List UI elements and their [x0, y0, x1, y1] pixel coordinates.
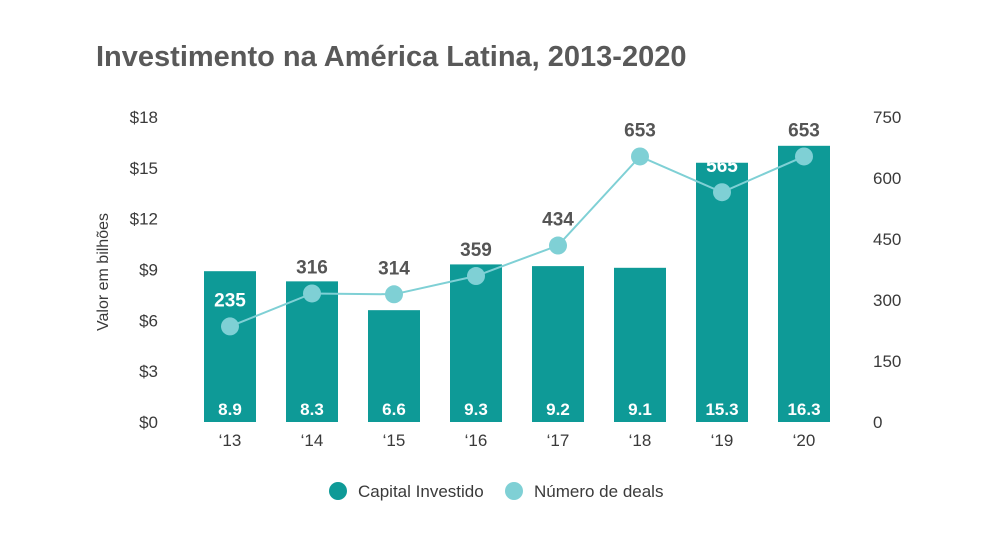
- right-tick-label: 750: [873, 108, 901, 127]
- right-tick-label: 450: [873, 230, 901, 249]
- deal-point: [549, 236, 567, 255]
- bar-value-label: 6.6: [382, 400, 406, 419]
- legend-swatch-deals: [505, 482, 523, 500]
- left-tick-label: $0: [139, 413, 158, 432]
- x-tick-label: ‘18: [629, 431, 652, 450]
- left-tick-label: $6: [139, 311, 158, 330]
- deal-value-label: 235: [214, 290, 246, 311]
- deals-line-path: [229, 155, 805, 328]
- x-tick-label: ‘14: [301, 431, 324, 450]
- legend-swatch-capital: [329, 482, 347, 500]
- y-axis-label: Valor em bilhões: [95, 213, 112, 331]
- deals-points: [221, 147, 813, 336]
- right-tick-label: 300: [873, 291, 901, 310]
- bar: [532, 266, 584, 422]
- bar: [450, 264, 502, 422]
- left-tick-label: $12: [130, 210, 158, 229]
- deal-point: [385, 285, 403, 304]
- bar-value-label: 9.2: [546, 400, 570, 419]
- x-tick-label: ‘16: [465, 431, 488, 450]
- x-tick-label: ‘20: [793, 431, 816, 450]
- bar-value-label: 9.1: [628, 400, 652, 419]
- right-tick-label: 0: [873, 413, 882, 432]
- legend-label-deals: Número de deals: [534, 482, 663, 501]
- left-tick-label: $18: [130, 108, 158, 127]
- deal-value-label: 314: [378, 258, 410, 279]
- x-axis-ticks: ‘13 ‘14 ‘15 ‘16 ‘17 ‘18 ‘19 ‘20: [219, 431, 816, 450]
- x-tick-label: ‘17: [547, 431, 570, 450]
- bar: [778, 145, 830, 423]
- deal-value-label: 565: [706, 156, 738, 177]
- bar: [614, 267, 666, 422]
- bar: [368, 310, 420, 422]
- right-tick-label: 150: [873, 352, 901, 371]
- bar-value-labels: 8.9 8.3 6.6 9.3 9.2 9.1 15.3 16.3: [218, 400, 820, 419]
- bar: [204, 271, 256, 422]
- deal-value-label: 653: [788, 120, 820, 141]
- deal-point: [221, 317, 239, 336]
- bar-value-label: 9.3: [464, 400, 488, 419]
- left-axis-ticks: $0 $3 $6 $9 $12 $15 $18: [130, 108, 158, 432]
- deal-point: [631, 147, 649, 166]
- x-tick-label: ‘13: [219, 431, 242, 450]
- deal-value-label: 316: [296, 257, 328, 278]
- left-tick-label: $15: [130, 159, 158, 178]
- right-axis-ticks: 0 150 300 450 600 750: [873, 108, 901, 432]
- bar-value-label: 16.3: [787, 400, 820, 419]
- bar: [286, 281, 338, 422]
- deal-point: [303, 284, 321, 303]
- x-tick-label: ‘19: [711, 431, 734, 450]
- left-tick-label: $9: [139, 261, 158, 280]
- left-tick-label: $3: [139, 362, 158, 381]
- deal-value-label: 434: [542, 210, 574, 231]
- bar-value-label: 8.9: [218, 400, 242, 419]
- bar-value-label: 8.3: [300, 400, 324, 419]
- legend-label-capital: Capital Investido: [358, 482, 484, 501]
- deal-point: [795, 147, 813, 166]
- bars: [204, 145, 830, 423]
- x-tick-label: ‘15: [383, 431, 406, 450]
- deal-point: [467, 267, 485, 286]
- legend: Capital Investido Número de deals: [329, 482, 663, 501]
- chart-title: Investimento na América Latina, 2013-202…: [96, 41, 686, 73]
- deal-point: [713, 183, 731, 202]
- bar: [696, 162, 748, 422]
- bar-value-label: 15.3: [705, 400, 738, 419]
- right-tick-label: 600: [873, 169, 901, 188]
- deals-value-labels: 235 316 314 359 434 653 565 653: [214, 120, 820, 311]
- deals-line: [229, 155, 805, 328]
- deal-value-label: 653: [624, 120, 656, 141]
- deal-value-label: 359: [460, 240, 492, 261]
